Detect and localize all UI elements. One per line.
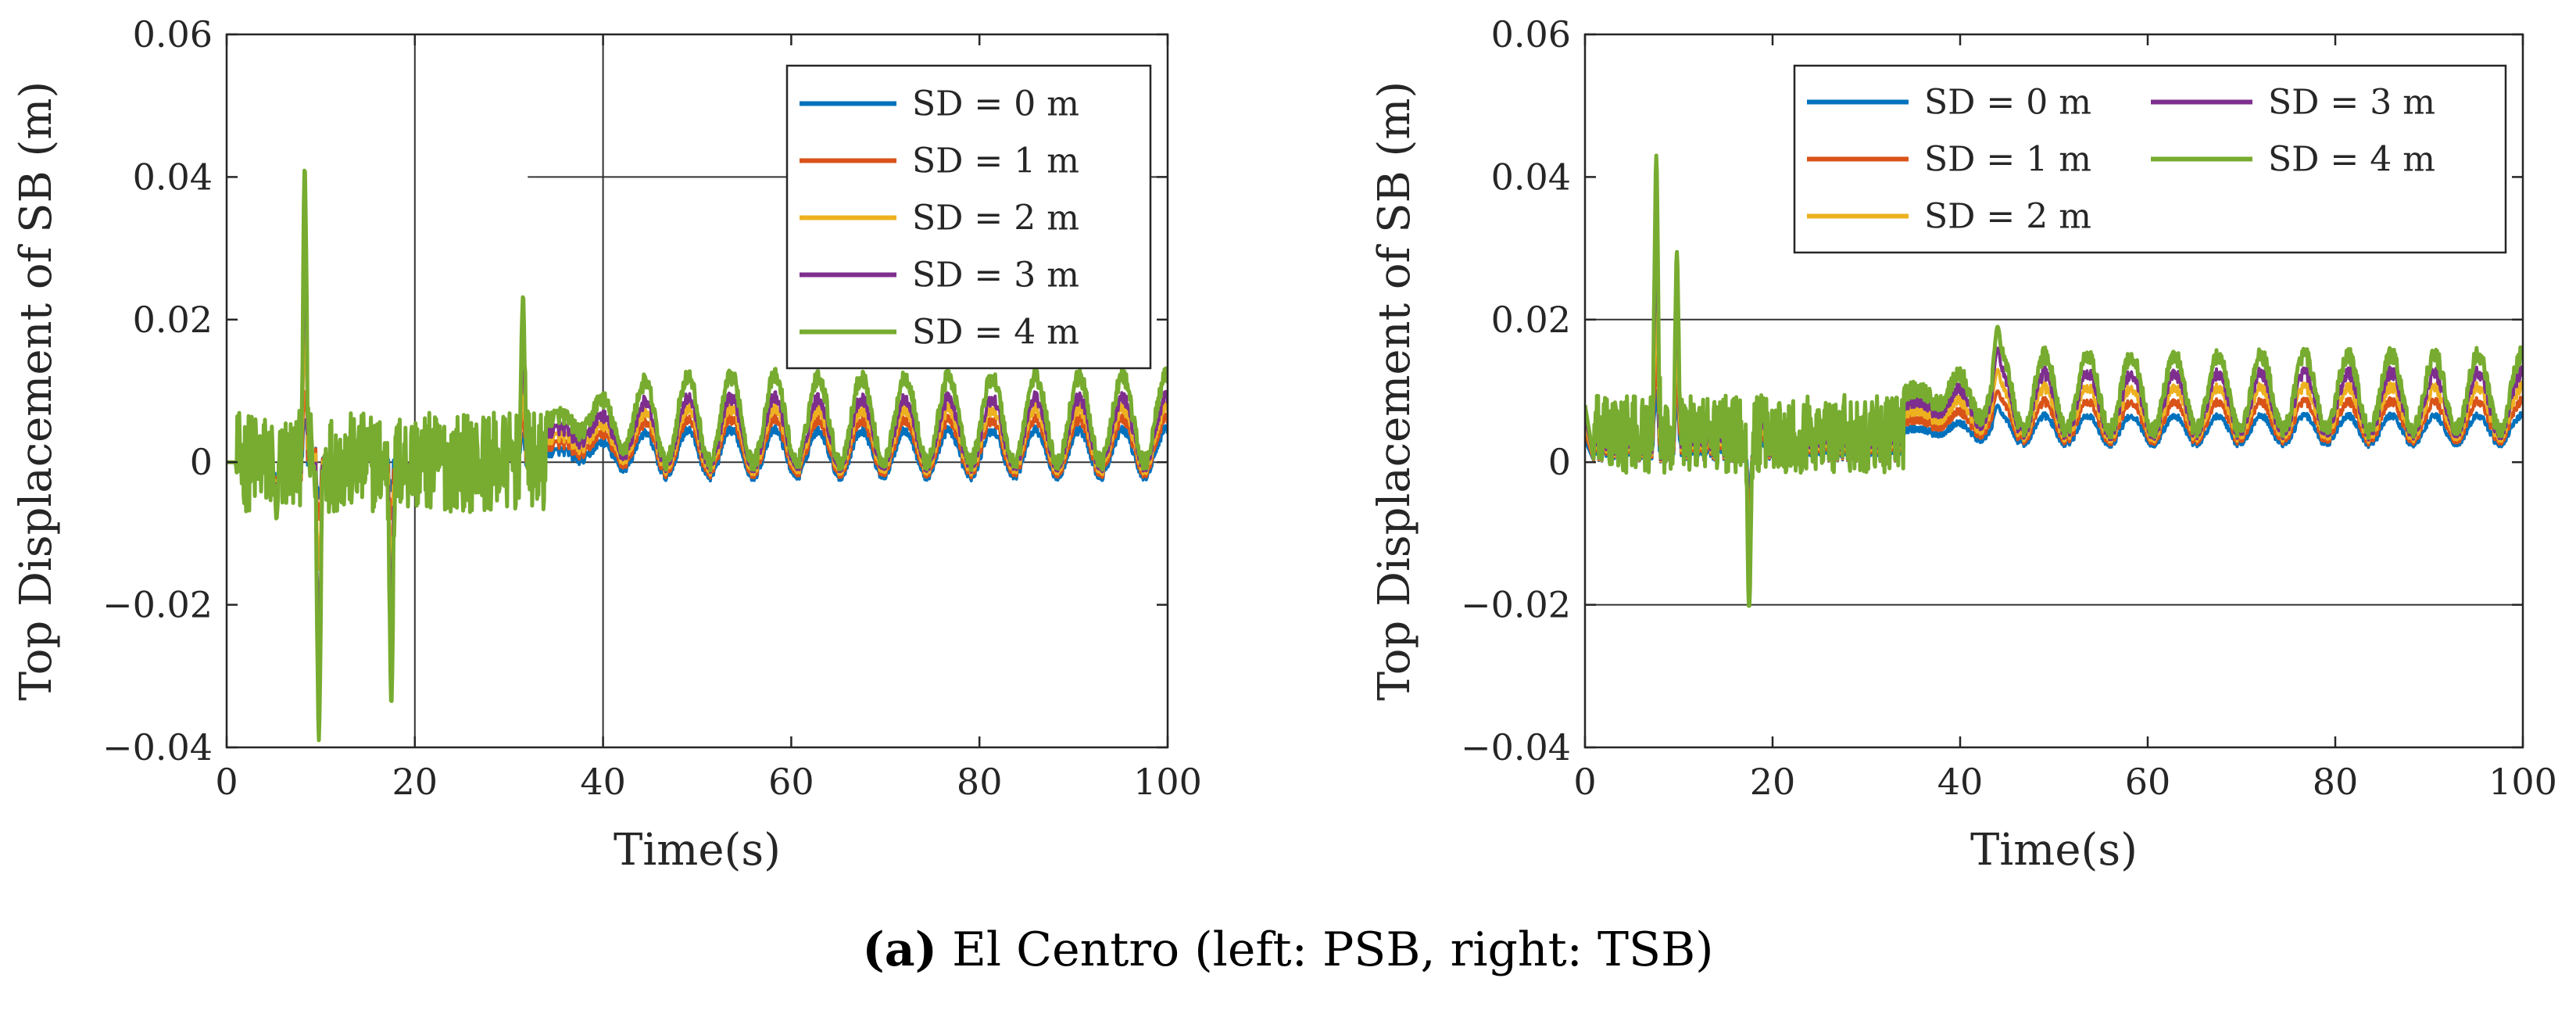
y-tick-label-5: 0.06	[133, 13, 213, 56]
y-tick-label-3: 0.02	[133, 299, 213, 341]
y-tick-label-3: 0.02	[1491, 299, 1571, 341]
y-axis-label: Top Displacement of SB (m)	[1369, 81, 1420, 701]
y-tick-label-0: −0.04	[102, 726, 213, 768]
chart-psb: 0 20 40 60 80 100 −0.04 −0.02 0 0.02 0.04 0.06 Time(…	[11, 13, 1202, 876]
figure-caption: (a) El Centro (left: PSB, right: TSB)	[0, 922, 2576, 977]
x-tick-label-4: 80	[957, 761, 1003, 803]
x-tick-label-4: 80	[2313, 761, 2359, 803]
y-tick-label-2: 0	[190, 441, 213, 483]
y-tick-label-0: −0.04	[1461, 726, 1571, 768]
x-tick-label-2: 40	[580, 761, 626, 803]
caption-letter: (a)	[862, 922, 937, 977]
y-tick-label-1: −0.02	[1461, 584, 1571, 626]
legend-label-0: SD = 0 m	[1924, 83, 2091, 123]
legend-label-3: SD = 3 m	[912, 256, 1079, 296]
x-tick-label-2: 40	[1937, 761, 1984, 803]
chart-tsb: 0 20 40 60 80 100 −0.04 −0.02 0 0.02 0.04 0.06 Time(…	[1369, 13, 2557, 876]
x-tick-label-3: 60	[768, 761, 814, 803]
y-axis-label: Top Displacement of SB (m)	[11, 81, 62, 701]
legend: SD = 0 m SD = 1 m SD = 2 m SD = 3 m SD = 4 m	[1794, 66, 2506, 253]
legend-label-1: SD = 1 m	[1924, 140, 2091, 180]
legend-label-2: SD = 2 m	[912, 199, 1079, 238]
x-axis-label: Time(s)	[1970, 825, 2138, 876]
legend-label-2: SD = 2 m	[1924, 197, 2091, 237]
legend-label-3: SD = 3 m	[2268, 83, 2435, 123]
x-tick-label-3: 60	[2125, 761, 2171, 803]
x-tick-label-5: 100	[2488, 761, 2557, 803]
y-tick-label-5: 0.06	[1491, 13, 1571, 56]
legend-label-1: SD = 1 m	[912, 142, 1079, 181]
y-tick-label-2: 0	[1548, 441, 1571, 483]
x-tick-label-0: 0	[215, 761, 238, 803]
legend-label-4: SD = 4 m	[2268, 140, 2435, 180]
y-tick-label-4: 0.04	[133, 156, 213, 198]
legend: SD = 0 m SD = 1 m SD = 2 m SD = 3 m SD = 4 m	[787, 66, 1150, 368]
x-axis-label: Time(s)	[614, 825, 781, 876]
legend-label-0: SD = 0 m	[912, 84, 1079, 124]
legend-label-4: SD = 4 m	[912, 313, 1079, 353]
x-tick-label-0: 0	[1573, 761, 1596, 803]
x-tick-label-1: 20	[392, 761, 438, 803]
x-tick-label-1: 20	[1750, 761, 1796, 803]
y-tick-label-4: 0.04	[1491, 156, 1571, 198]
y-tick-label-1: −0.02	[102, 584, 213, 626]
caption-text: El Centro (left: PSB, right: TSB)	[937, 922, 1714, 977]
x-tick-label-5: 100	[1133, 761, 1202, 803]
